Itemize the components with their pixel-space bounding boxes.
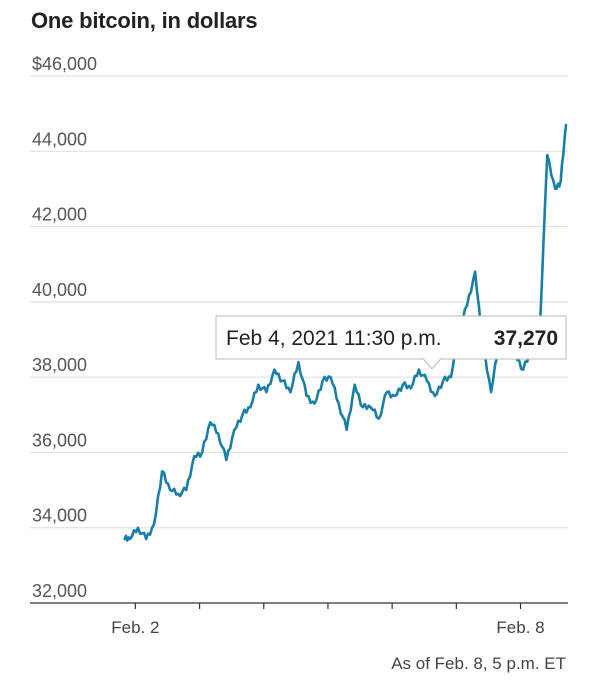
y-axis-labels: 32,000 34,000 36,000 38,000 40,000 42,000 44,0… — [32, 54, 97, 601]
y-tick-label: 38,000 — [32, 355, 87, 375]
y-tick-label: 36,000 — [32, 430, 87, 450]
y-tick-label: 42,000 — [32, 205, 87, 225]
x-axis: Feb. 2 Feb. 8 — [111, 603, 545, 637]
y-tick-label: 44,000 — [32, 129, 87, 149]
price-line — [123, 123, 568, 542]
tooltip-box — [215, 315, 567, 360]
y-tick-label: $46,000 — [32, 54, 97, 74]
chart-title: One bitcoin, in dollars — [31, 8, 258, 33]
x-tick-label: Feb. 2 — [111, 618, 159, 637]
gridlines — [30, 75, 568, 604]
tooltip-pointer — [422, 358, 442, 370]
as-of-note: As of Feb. 8, 5 p.m. ET — [391, 654, 566, 673]
y-tick-label: 40,000 — [32, 280, 87, 300]
y-tick-label: 32,000 — [32, 581, 87, 601]
tooltip-value: 37,270 — [494, 327, 558, 350]
y-tick-label: 34,000 — [32, 506, 87, 526]
hover-tooltip: Feb 4, 2021 11:30 p.m. 37,270 — [215, 315, 567, 370]
tooltip-date: Feb 4, 2021 11:30 p.m. — [226, 327, 442, 350]
x-tick-label: Feb. 8 — [496, 618, 544, 637]
